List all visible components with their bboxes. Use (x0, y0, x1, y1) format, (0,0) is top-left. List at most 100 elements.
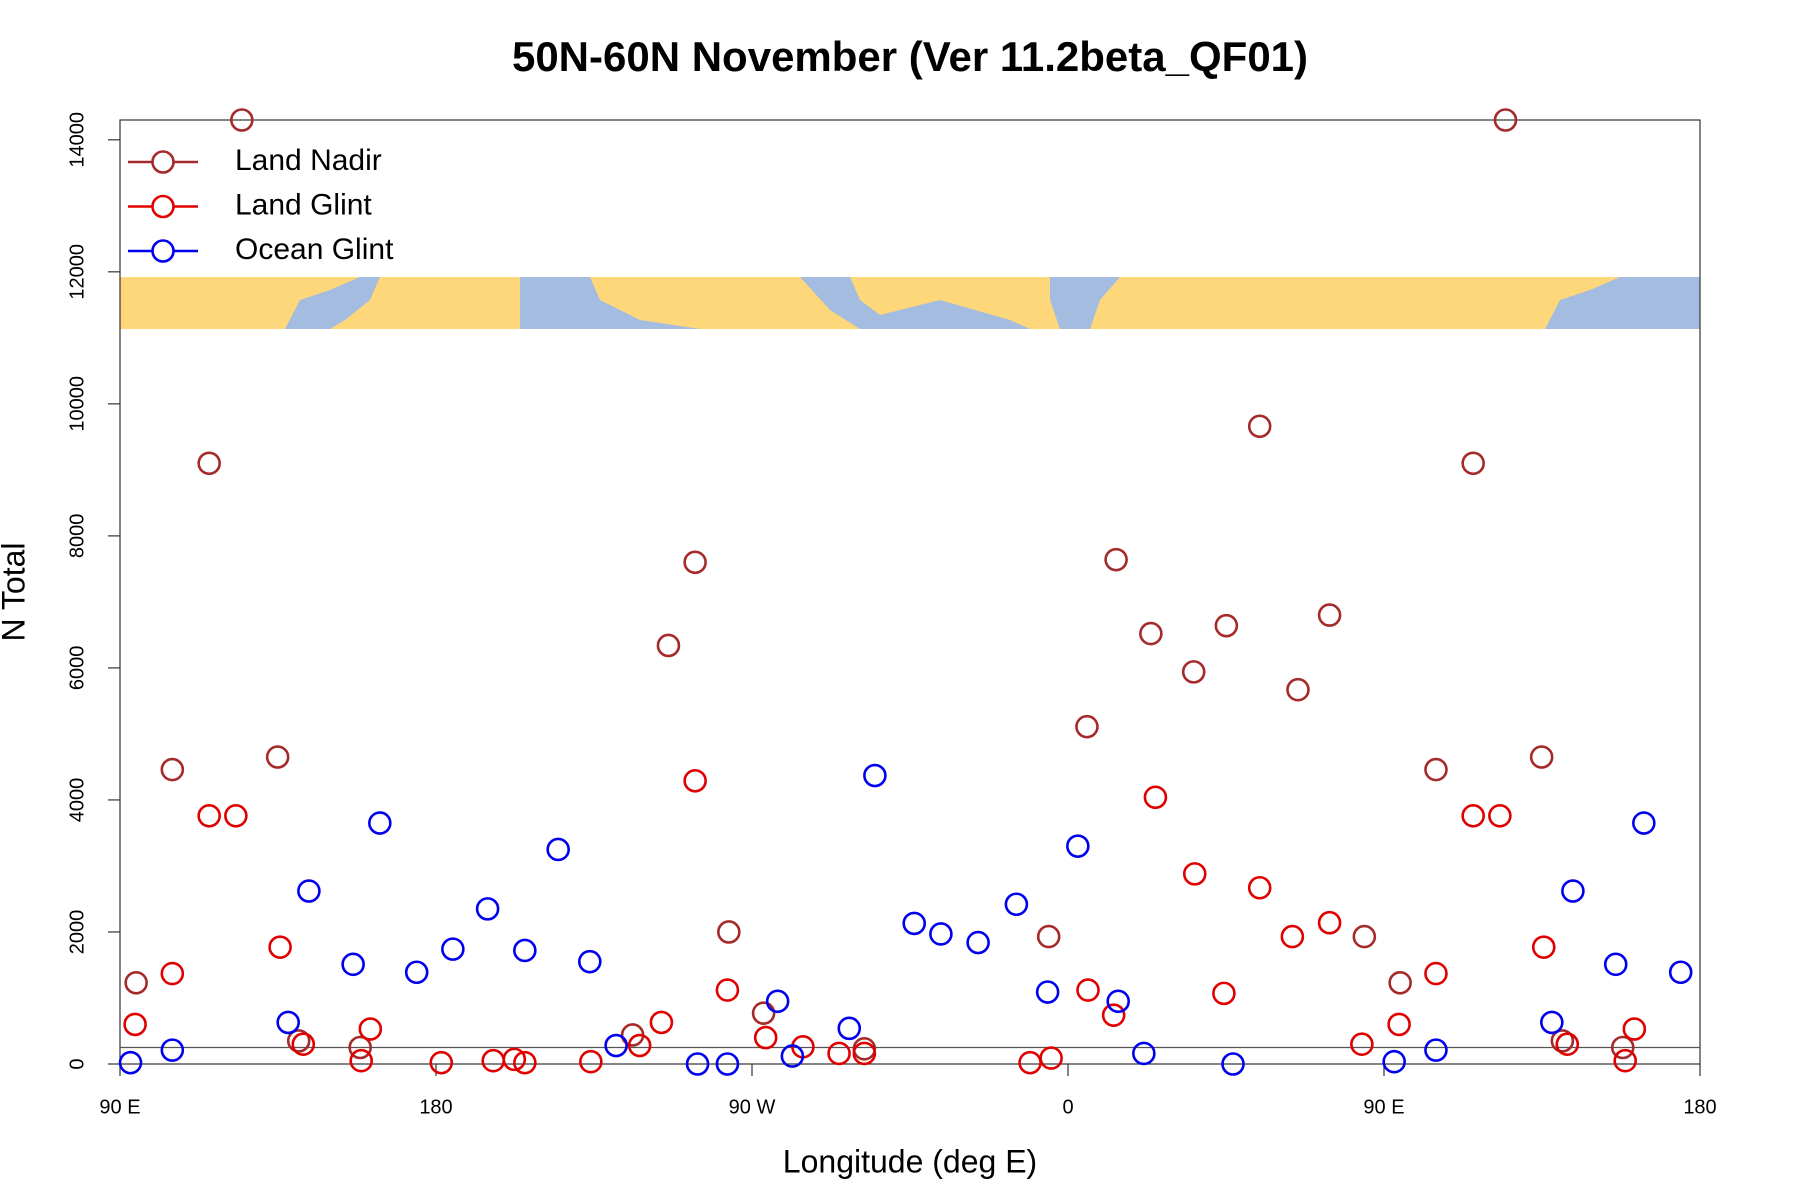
point (715, 1052, 740, 1076)
x-tick-label: 90 E (99, 1096, 140, 1118)
x-tick-label: 90 E (1363, 1096, 1404, 1118)
point (837, 1016, 862, 1041)
point (513, 938, 537, 963)
point (265, 745, 290, 769)
point (349, 1048, 374, 1073)
point (1247, 875, 1272, 900)
legend-marker (151, 194, 175, 219)
point (1035, 980, 1060, 1004)
point (481, 1048, 506, 1073)
point (368, 811, 392, 835)
point (852, 1041, 877, 1066)
point (1039, 1046, 1063, 1070)
point (751, 1001, 776, 1025)
point (1424, 757, 1448, 782)
y-tick-label: 2000 (66, 910, 88, 955)
point (1036, 924, 1061, 949)
x-axis-label: Longitude (deg E) (783, 1143, 1037, 1179)
point (1018, 1050, 1042, 1075)
point (656, 633, 681, 658)
point (717, 920, 741, 944)
point (123, 1012, 147, 1037)
point (268, 935, 292, 959)
point (475, 897, 500, 921)
point (1143, 785, 1168, 810)
point (683, 550, 707, 575)
y-tick-label: 4000 (66, 778, 88, 823)
point (1132, 1041, 1156, 1066)
point (1066, 834, 1090, 858)
point (1488, 803, 1512, 828)
point (297, 879, 321, 903)
x-tick-label: 180 (419, 1096, 452, 1118)
point (1382, 1049, 1406, 1074)
x-tick-label: 180 (1683, 1096, 1716, 1118)
point (765, 989, 790, 1014)
point (1286, 677, 1310, 702)
point (224, 803, 248, 828)
y-tick-label: 8000 (66, 514, 88, 559)
point (1139, 621, 1163, 646)
map-strip (120, 277, 1700, 329)
point (1561, 879, 1585, 903)
legend-label: Land Nadir (235, 144, 382, 177)
point (852, 1037, 877, 1061)
point (160, 757, 185, 782)
point (1004, 892, 1029, 917)
point (348, 1035, 372, 1060)
y-tick-label: 10000 (66, 376, 88, 432)
point (1221, 1052, 1245, 1076)
y-tick-label: 0 (66, 1058, 88, 1069)
point (1101, 1003, 1126, 1027)
point (579, 1049, 603, 1074)
legend-label: Land Glint (235, 188, 372, 221)
point (197, 451, 221, 476)
point (1529, 745, 1554, 769)
point (160, 961, 185, 986)
point (404, 960, 429, 985)
map-ocean (800, 277, 1030, 329)
point (1317, 910, 1342, 935)
map-ocean (1050, 277, 1120, 329)
legend-label: Ocean Glint (235, 233, 394, 266)
point (1075, 714, 1099, 739)
point (1317, 603, 1342, 627)
point (1493, 108, 1518, 132)
point (649, 1010, 674, 1035)
point (1668, 960, 1693, 985)
point (753, 1025, 778, 1050)
point (1212, 981, 1236, 1006)
y-tick-label: 14000 (66, 112, 88, 168)
point (441, 937, 465, 961)
point (685, 1052, 710, 1076)
map-ocean (1545, 277, 1700, 329)
point (604, 1033, 628, 1058)
point (715, 978, 740, 1002)
point (683, 768, 707, 793)
point (1350, 1032, 1374, 1056)
point (1550, 1029, 1575, 1053)
point (966, 930, 990, 955)
point (577, 949, 602, 974)
point (286, 1029, 311, 1053)
point (1531, 935, 1556, 959)
chart-title: 50N-60N November (Ver 11.2beta_QF01) (512, 33, 1308, 80)
point (780, 1044, 805, 1068)
point (1352, 924, 1377, 949)
point (546, 837, 570, 862)
point (1603, 952, 1628, 977)
x-tick-label: 0 (1062, 1096, 1073, 1118)
point (1280, 924, 1305, 949)
point (502, 1047, 527, 1072)
point (1424, 1038, 1448, 1062)
point (1076, 978, 1100, 1002)
point (1106, 989, 1131, 1014)
point (358, 1017, 383, 1041)
point (1632, 811, 1656, 835)
point (118, 1050, 143, 1075)
point (1104, 547, 1128, 572)
point (513, 1050, 537, 1075)
x-tick-label: 90 W (729, 1096, 776, 1118)
point (1388, 971, 1412, 995)
